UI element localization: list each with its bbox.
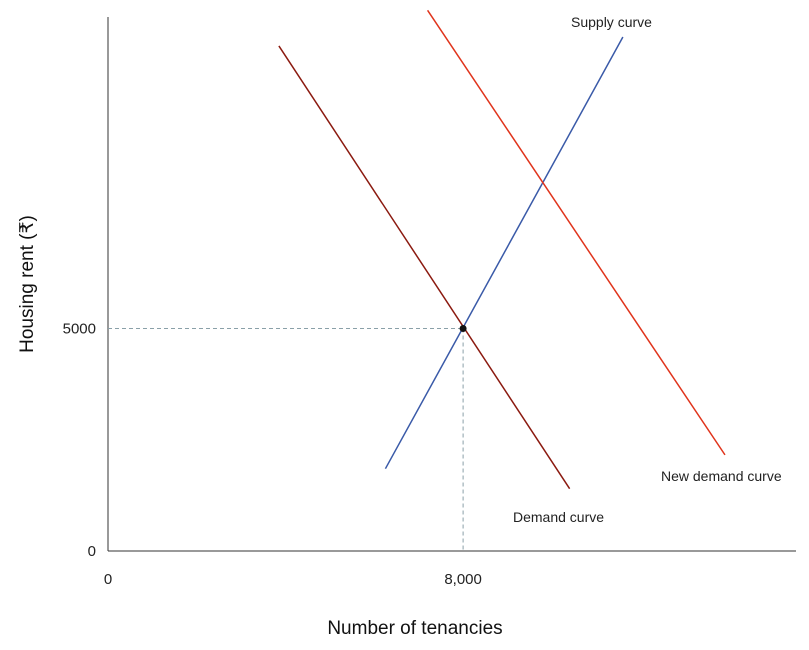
y-axis-title: Housing rent (₹) [17,215,38,353]
demand-curve-label: Demand curve [513,509,604,525]
new-demand-curve-line [426,9,726,456]
new-demand-curve-label: New demand curve [661,468,782,484]
y-tick-label: 5000 [63,321,96,338]
supply-curve-line [384,36,624,470]
supply-curve-label: Supply curve [571,14,652,30]
y-tick-label: 0 [88,543,96,560]
x-tick-label: 0 [104,571,112,588]
x-tick-label: 8,000 [444,571,482,588]
x-axis-title: Number of tenancies [327,618,502,639]
demand-curve-line [278,45,571,490]
equilibrium-point [459,325,467,332]
